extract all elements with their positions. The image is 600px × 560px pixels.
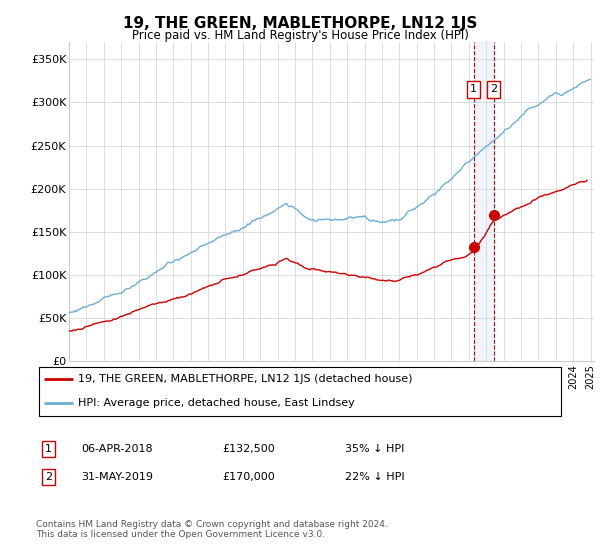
Text: 19, THE GREEN, MABLETHORPE, LN12 1JS (detached house): 19, THE GREEN, MABLETHORPE, LN12 1JS (de… (78, 374, 413, 384)
Text: 2: 2 (490, 85, 497, 95)
Text: 1: 1 (45, 444, 52, 454)
Text: 35% ↓ HPI: 35% ↓ HPI (345, 444, 404, 454)
Text: 19, THE GREEN, MABLETHORPE, LN12 1JS: 19, THE GREEN, MABLETHORPE, LN12 1JS (123, 16, 477, 31)
Text: HPI: Average price, detached house, East Lindsey: HPI: Average price, detached house, East… (78, 398, 355, 408)
Bar (473, 42, 494, 361)
Text: 31-MAY-2019: 31-MAY-2019 (81, 472, 153, 482)
Text: 22% ↓ HPI: 22% ↓ HPI (345, 472, 404, 482)
Text: Price paid vs. HM Land Registry's House Price Index (HPI): Price paid vs. HM Land Registry's House … (131, 29, 469, 42)
Text: 06-APR-2018: 06-APR-2018 (81, 444, 152, 454)
FancyBboxPatch shape (38, 367, 562, 416)
Text: 2: 2 (45, 472, 52, 482)
Text: Contains HM Land Registry data © Crown copyright and database right 2024.
This d: Contains HM Land Registry data © Crown c… (36, 520, 388, 539)
Text: £132,500: £132,500 (222, 444, 275, 454)
Text: 1: 1 (470, 85, 477, 95)
Text: £170,000: £170,000 (222, 472, 275, 482)
